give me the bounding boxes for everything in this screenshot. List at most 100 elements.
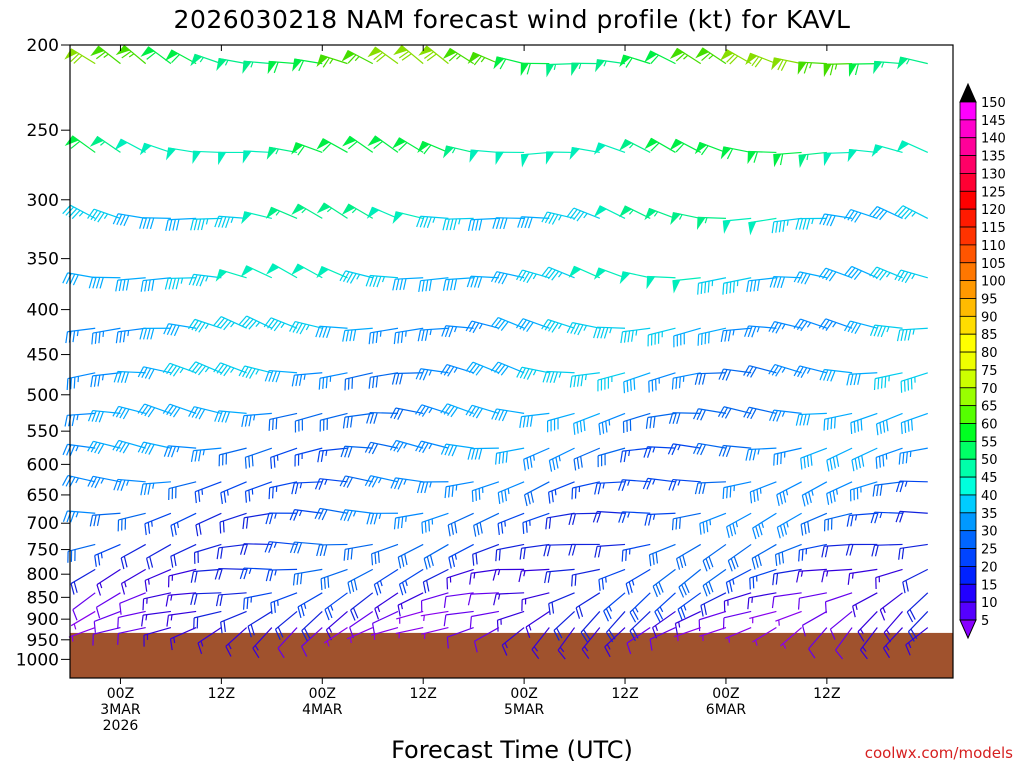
colorbar: 1501451401351301251201151101051009590858… [959, 82, 1006, 640]
wind-barb [364, 475, 399, 488]
colorbar-label: 70 [981, 382, 998, 397]
wind-barb [319, 412, 348, 432]
wind-barb [595, 59, 626, 73]
wind-barb [364, 441, 399, 455]
wind-barb [818, 267, 853, 282]
wind-barb [374, 592, 399, 620]
wind-barb [879, 592, 903, 621]
wind-barb [316, 543, 348, 557]
wind-barb [773, 447, 802, 466]
wind-barb [545, 512, 575, 530]
colorbar-swatch [959, 583, 977, 603]
wind-barb [669, 47, 702, 65]
wind-barb [347, 568, 374, 594]
colorbar-swatch [959, 333, 977, 353]
wind-barb [393, 327, 424, 345]
wind-barb [115, 327, 146, 344]
wind-barb [726, 512, 752, 538]
wind-barb [594, 481, 626, 495]
wind-barb [896, 140, 929, 153]
wind-barb [776, 512, 802, 539]
wind-barb [87, 440, 121, 455]
wind-barb [722, 217, 752, 234]
wind-barb [492, 568, 525, 581]
x-tick-label: 2026 [103, 718, 139, 734]
wind-barb [270, 447, 298, 469]
wind-barb [571, 568, 600, 587]
wind-barb [240, 265, 273, 279]
wind-barb [244, 481, 273, 503]
wind-barb [898, 543, 928, 560]
wind-barb [569, 372, 600, 388]
wind-barb [846, 372, 878, 386]
wind-barb [490, 271, 525, 285]
wind-barb [216, 543, 247, 560]
wind-barb [192, 150, 222, 164]
wind-barb [320, 568, 348, 591]
wind-barb [844, 320, 878, 334]
wind-barb [869, 324, 903, 338]
wind-barb [746, 277, 777, 293]
wind-barb [493, 592, 525, 606]
y-tick-label: 900 [27, 610, 59, 630]
wind-barb [801, 481, 828, 507]
wind-barb [339, 270, 373, 284]
wind-barb [70, 568, 96, 595]
wind-barb [593, 267, 626, 280]
wind-barb [316, 54, 348, 68]
wind-barb [242, 512, 272, 530]
wind-barb [548, 592, 575, 615]
wind-barb [190, 217, 222, 231]
wind-barb [195, 512, 222, 537]
wind-barb [68, 626, 96, 642]
wind-barb [393, 512, 424, 530]
colorbar-swatch [959, 190, 977, 210]
wind-barb [139, 142, 172, 156]
wind-barb [119, 592, 146, 615]
wind-barb [620, 327, 651, 344]
wind-barb [626, 627, 651, 655]
y-tick-label: 700 [27, 514, 59, 534]
wind-barb [895, 510, 928, 523]
wind-barb [324, 592, 348, 621]
wind-barb [801, 610, 828, 637]
wind-barb [646, 275, 676, 290]
wind-barb [115, 277, 146, 292]
wind-barb [793, 318, 828, 332]
wind-barb [164, 277, 197, 290]
wind-barb [188, 406, 222, 420]
wind-barb [869, 266, 903, 281]
wind-barb [219, 512, 247, 534]
wind-barb [619, 54, 651, 68]
wind-barb [546, 412, 575, 433]
wind-barb [751, 543, 777, 570]
x-tick-label: 6MAR [706, 702, 747, 718]
wind-barb [672, 277, 701, 294]
x-tick-label: 12Z [813, 686, 840, 702]
wind-barb [649, 627, 676, 651]
wind-barb [518, 568, 550, 583]
wind-barb [473, 627, 500, 653]
wind-barb [618, 511, 651, 524]
wind-barb [443, 145, 474, 159]
wind-barb [469, 610, 499, 628]
wind-barb [165, 217, 197, 232]
wind-barb [193, 610, 222, 630]
wind-barb [772, 568, 802, 586]
wind-barb [143, 626, 172, 647]
wind-barb [495, 151, 525, 165]
wind-barb [64, 48, 96, 65]
wind-barb [546, 63, 575, 78]
wind-barb [317, 447, 348, 463]
wind-barb [520, 62, 550, 77]
wind-barb [467, 447, 499, 460]
wind-barb [238, 315, 273, 330]
wind-barb [797, 61, 827, 75]
wind-barb [342, 135, 374, 153]
wind-barb [696, 216, 726, 231]
wind-barb [670, 212, 701, 226]
wind-barb [846, 512, 878, 527]
wind-barb [370, 626, 399, 640]
wind-barb [644, 512, 676, 526]
wind-barb [163, 323, 197, 337]
